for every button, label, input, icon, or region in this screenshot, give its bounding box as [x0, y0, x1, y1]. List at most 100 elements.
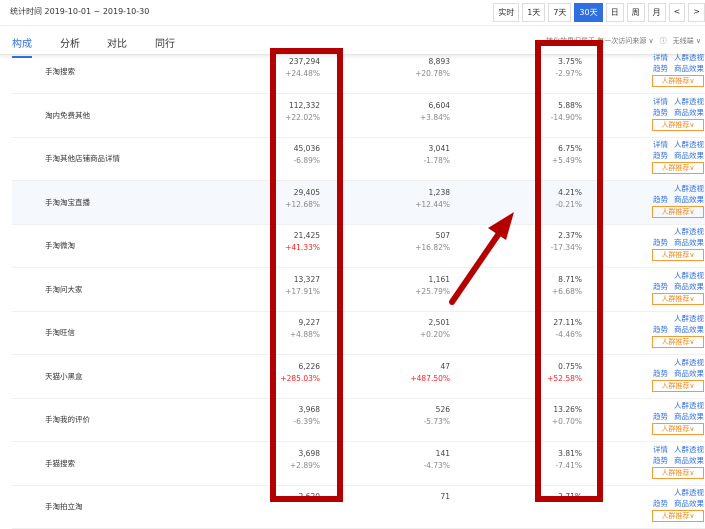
value: 526: [435, 405, 450, 414]
crowd-link[interactable]: 人群透视: [674, 488, 704, 497]
change: +52.58%: [547, 373, 582, 383]
change: -0.21%: [555, 199, 582, 209]
trend-link[interactable]: 趋势: [653, 281, 668, 291]
goods-effect-link[interactable]: 商品效果: [674, 368, 704, 378]
detail-link[interactable]: 详情: [653, 444, 668, 454]
crowd-link[interactable]: 人群透视: [674, 270, 704, 280]
period-button[interactable]: 实时: [493, 3, 520, 22]
value: 6.75%: [558, 144, 582, 153]
table-row: 手淘问大家 13,327 +17.91% 1,161 +25.79% 8.71% +6.68…: [12, 268, 705, 312]
crowd-link[interactable]: 人群透视: [674, 444, 704, 454]
change: -2.97%: [555, 69, 582, 78]
detail-link[interactable]: 详情: [653, 53, 668, 62]
crowd-link[interactable]: 人群透视: [674, 357, 704, 367]
crowd-recommend-button[interactable]: 人群推荐∨: [652, 249, 704, 261]
tab-peers[interactable]: 同行: [155, 39, 175, 50]
trend-link[interactable]: 趋势: [653, 151, 668, 160]
period-button[interactable]: <: [668, 3, 686, 22]
crowd-link[interactable]: 人群透视: [674, 96, 704, 106]
trend-link[interactable]: 趋势: [653, 107, 668, 117]
period-buttons: 实时 1天 7天 30天日周月 < >: [493, 3, 705, 22]
goods-effect-link[interactable]: 商品效果: [674, 455, 704, 465]
crowd-recommend-button[interactable]: 人群推荐∨: [652, 118, 704, 131]
trend-link[interactable]: 趋势: [653, 499, 668, 508]
info-icon[interactable]: ⓘ: [659, 37, 667, 45]
change: -5.73%: [423, 417, 450, 426]
change: +12.44%: [415, 199, 450, 209]
period-button[interactable]: 日: [605, 3, 624, 22]
goods-effect-link[interactable]: 商品效果: [674, 238, 704, 247]
value: 6,226: [298, 361, 320, 371]
change: +12.68%: [285, 199, 320, 209]
annotation-arrow: [449, 212, 514, 305]
period-button[interactable]: 月: [647, 3, 666, 22]
trend-link[interactable]: 趋势: [653, 368, 668, 378]
tab-analysis[interactable]: 分析: [60, 39, 80, 50]
trend-link[interactable]: 趋势: [653, 412, 668, 421]
highlight-box-conversion: [535, 40, 603, 502]
value: 6,604: [428, 100, 450, 110]
crowd-link[interactable]: 人群透视: [674, 314, 704, 323]
goods-effect-link[interactable]: 商品效果: [674, 281, 704, 291]
goods-effect-link[interactable]: 商品效果: [674, 107, 704, 117]
tab-compare[interactable]: 对比: [107, 39, 127, 50]
crowd-link[interactable]: 人群透视: [674, 227, 704, 236]
value: 47: [440, 361, 450, 371]
crowd-link[interactable]: 人群透视: [674, 53, 704, 62]
crowd-link[interactable]: 人群透视: [674, 140, 704, 149]
chevron-down-icon: ∨: [695, 37, 701, 45]
period-button[interactable]: 30天: [574, 3, 603, 22]
value: 21,425: [293, 231, 320, 240]
crowd-recommend-button[interactable]: 人群推荐∨: [652, 162, 704, 174]
goods-effect-link[interactable]: 商品效果: [674, 325, 704, 334]
chevron-down-icon: ∨: [648, 37, 654, 45]
table-row: 手猫搜索 3,698 +2.89% 141 -4.73% 3.81% -7.41% 详情 人群透…: [12, 442, 705, 486]
crowd-recommend-button[interactable]: 人群推荐∨: [652, 292, 704, 305]
crowd-link[interactable]: 人群透视: [674, 183, 704, 193]
table-row: 手淘淘宝直播 29,405 +12.68% 1,238 +12.44% 4.21% -0.2…: [12, 180, 705, 225]
period-button[interactable]: 7天: [548, 3, 572, 22]
crowd-recommend-button[interactable]: 人群推荐∨: [652, 205, 704, 218]
change: +2.89%: [289, 460, 320, 470]
detail-link[interactable]: 详情: [653, 96, 668, 106]
period-button[interactable]: 1天: [522, 3, 546, 22]
goods-effect-link[interactable]: 商品效果: [674, 412, 704, 421]
crowd-recommend-button[interactable]: 人群推荐∨: [652, 510, 704, 522]
value: 1,161: [428, 274, 450, 284]
value: 71: [440, 492, 450, 501]
goods-effect-link[interactable]: 商品效果: [674, 194, 704, 204]
crowd-link[interactable]: 人群透视: [674, 401, 704, 410]
value: 13,327: [293, 274, 320, 284]
change: +17.91%: [285, 286, 320, 296]
source-name: 手淘我的评价: [45, 415, 90, 424]
highlight-box-visitors: [270, 48, 343, 502]
tab-composition[interactable]: 构成: [12, 35, 32, 58]
trend-link[interactable]: 趋势: [653, 455, 668, 465]
detail-link[interactable]: 详情: [653, 140, 668, 149]
goods-effect-link[interactable]: 商品效果: [674, 499, 704, 508]
period-button[interactable]: 周: [626, 3, 645, 22]
trend-link[interactable]: 趋势: [653, 194, 668, 204]
value: 3.81%: [558, 448, 582, 458]
goods-effect-link[interactable]: 商品效果: [674, 64, 704, 73]
crowd-recommend-button[interactable]: 人群推荐∨: [652, 466, 704, 479]
value: 8,893: [428, 57, 450, 66]
trend-link[interactable]: 趋势: [653, 238, 668, 247]
crowd-recommend-button[interactable]: 人群推荐∨: [652, 75, 704, 87]
value: 9,227: [298, 318, 320, 327]
value: 112,332: [288, 100, 320, 110]
goods-effect-link[interactable]: 商品效果: [674, 151, 704, 160]
table-row: 淘内免费其他 112,332 +22.02% 6,604 +3.84% 5.88% -14.…: [12, 94, 705, 138]
crowd-recommend-button[interactable]: 人群推荐∨: [652, 336, 704, 348]
crowd-recommend-button[interactable]: 人群推荐∨: [652, 379, 704, 392]
device-select[interactable]: 无线端 ∨: [673, 36, 701, 46]
change: -7.41%: [555, 460, 582, 470]
change: +41.33%: [285, 243, 320, 252]
value: 45,036: [293, 144, 320, 153]
trend-link[interactable]: 趋势: [653, 64, 668, 73]
crowd-recommend-button[interactable]: 人群推荐∨: [652, 423, 704, 435]
trend-link[interactable]: 趋势: [653, 325, 668, 334]
value: 2.37%: [558, 231, 582, 240]
value: 2,501: [428, 318, 450, 327]
table-row: 手淘搜索 237,294 +24.48% 8,893 +20.78% 3.75% -2.97…: [12, 50, 705, 94]
